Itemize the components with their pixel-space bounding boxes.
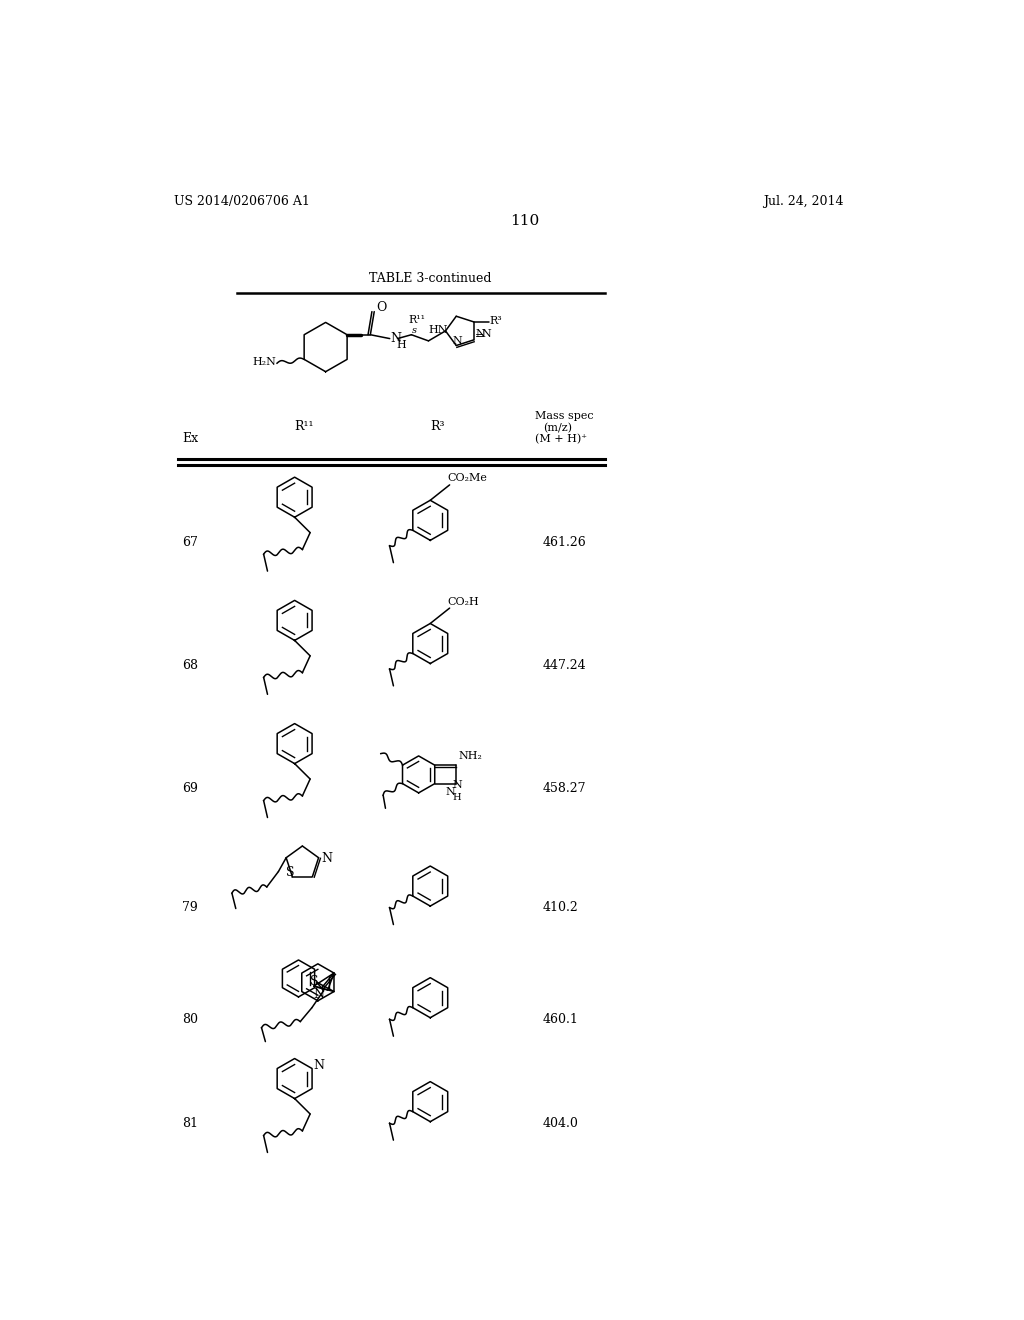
Text: (m/z): (m/z): [543, 422, 571, 433]
Text: N: N: [313, 989, 324, 1002]
Text: R¹¹: R¹¹: [409, 315, 425, 326]
Text: 79: 79: [182, 902, 198, 915]
Text: NH₂: NH₂: [459, 751, 482, 762]
Text: H₂N: H₂N: [252, 358, 276, 367]
Text: N: N: [453, 780, 462, 789]
Text: O: O: [376, 301, 386, 314]
Text: H: H: [453, 793, 461, 801]
Text: 404.0: 404.0: [543, 1117, 579, 1130]
Text: TABLE 3-continued: TABLE 3-continued: [369, 272, 492, 285]
Text: N: N: [321, 851, 332, 865]
Text: 460.1: 460.1: [543, 1014, 579, 1026]
Text: 461.26: 461.26: [543, 536, 587, 549]
Text: N: N: [313, 1059, 325, 1072]
Text: R³: R³: [430, 420, 444, 433]
Text: 80: 80: [182, 1014, 199, 1026]
Text: N: N: [390, 333, 401, 346]
Text: 69: 69: [182, 781, 198, 795]
Text: s: s: [413, 326, 417, 335]
Text: R¹¹: R¹¹: [295, 420, 314, 433]
Text: =: =: [475, 331, 484, 341]
Text: 68: 68: [182, 659, 199, 672]
Text: 458.27: 458.27: [543, 781, 586, 795]
Text: US 2014/0206706 A1: US 2014/0206706 A1: [174, 195, 310, 209]
Text: S: S: [286, 866, 295, 879]
Text: (M + H)⁺: (M + H)⁺: [535, 434, 587, 445]
Text: HN: HN: [428, 325, 447, 335]
Text: R³: R³: [489, 315, 503, 326]
Text: H: H: [396, 341, 407, 350]
Text: Ex: Ex: [182, 432, 199, 445]
Text: CO₂H: CO₂H: [447, 597, 479, 606]
Text: N: N: [476, 329, 485, 339]
Text: N: N: [453, 337, 462, 346]
Text: 81: 81: [182, 1117, 199, 1130]
Text: 110: 110: [510, 214, 540, 228]
Text: 410.2: 410.2: [543, 902, 579, 915]
Text: S: S: [310, 975, 318, 989]
Text: CO₂Me: CO₂Me: [447, 474, 487, 483]
Text: 447.24: 447.24: [543, 659, 587, 672]
Text: Mass spec: Mass spec: [535, 411, 594, 421]
Text: N: N: [481, 329, 492, 339]
Text: 67: 67: [182, 536, 198, 549]
Text: Jul. 24, 2014: Jul. 24, 2014: [764, 195, 844, 209]
Text: N: N: [445, 787, 456, 797]
